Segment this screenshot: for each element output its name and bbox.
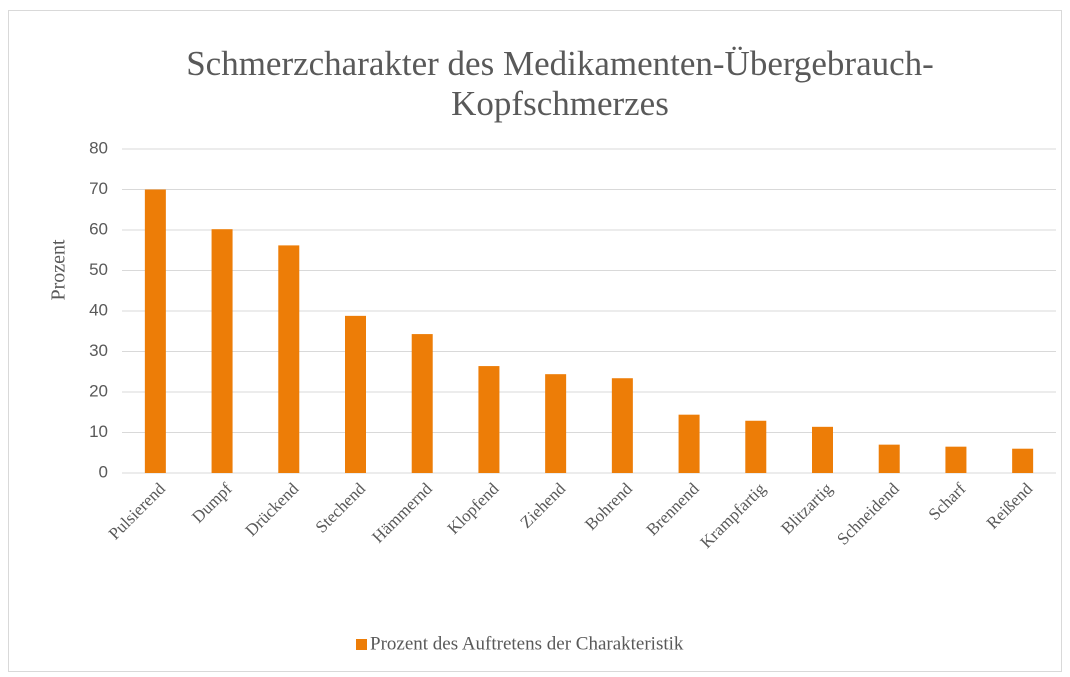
bar — [278, 245, 300, 473]
chart-frame — [8, 10, 1062, 672]
x-tick-label: Hämmernd — [368, 479, 436, 547]
x-tick-label: Blitzartig — [777, 479, 836, 538]
x-tick-label: Drückend — [242, 479, 303, 540]
bar — [878, 444, 900, 473]
x-tick-label: Bohrend — [581, 479, 636, 534]
x-tick-label: Stechend — [312, 479, 370, 537]
y-axis-label: Prozent — [48, 239, 70, 301]
x-tick-label: Pulsierend — [105, 479, 170, 544]
bar — [345, 315, 366, 473]
y-tick-label: 60 — [89, 219, 108, 238]
legend-swatch — [356, 639, 367, 650]
y-tick-label: 30 — [89, 341, 108, 360]
bar — [478, 366, 500, 473]
x-tick-label: Brennend — [642, 479, 703, 540]
y-tick-label: 70 — [89, 179, 108, 198]
x-tick-label: Ziehend — [516, 479, 569, 532]
bar — [945, 446, 967, 473]
bar — [411, 334, 433, 473]
chart-title: Schmerzcharakter des Medikamenten-Überge… — [186, 44, 934, 123]
bar — [545, 374, 567, 473]
x-tick-label: Scharf — [925, 479, 970, 524]
bar — [1012, 448, 1034, 473]
y-tick-label: 20 — [89, 381, 108, 400]
bar — [611, 378, 633, 473]
bar — [144, 189, 166, 473]
x-tick-label: Dumpf — [188, 479, 236, 527]
x-tick-label: Klopfend — [444, 479, 503, 538]
x-tick-label: Reißend — [983, 479, 1037, 533]
y-tick-label: 40 — [89, 300, 108, 319]
y-tick-label: 0 — [99, 462, 108, 481]
y-tick-label: 50 — [89, 260, 108, 279]
x-tick-label: Krampfartig — [697, 479, 770, 552]
x-tick-label: Schneidend — [833, 479, 903, 549]
y-tick-label: 80 — [89, 138, 108, 157]
legend-label: Prozent des Auftretens der Charakteristi… — [370, 633, 684, 654]
bar — [812, 426, 833, 473]
bar — [745, 420, 767, 473]
y-tick-label: 10 — [89, 422, 108, 441]
bar — [678, 414, 700, 473]
bar — [211, 229, 233, 473]
